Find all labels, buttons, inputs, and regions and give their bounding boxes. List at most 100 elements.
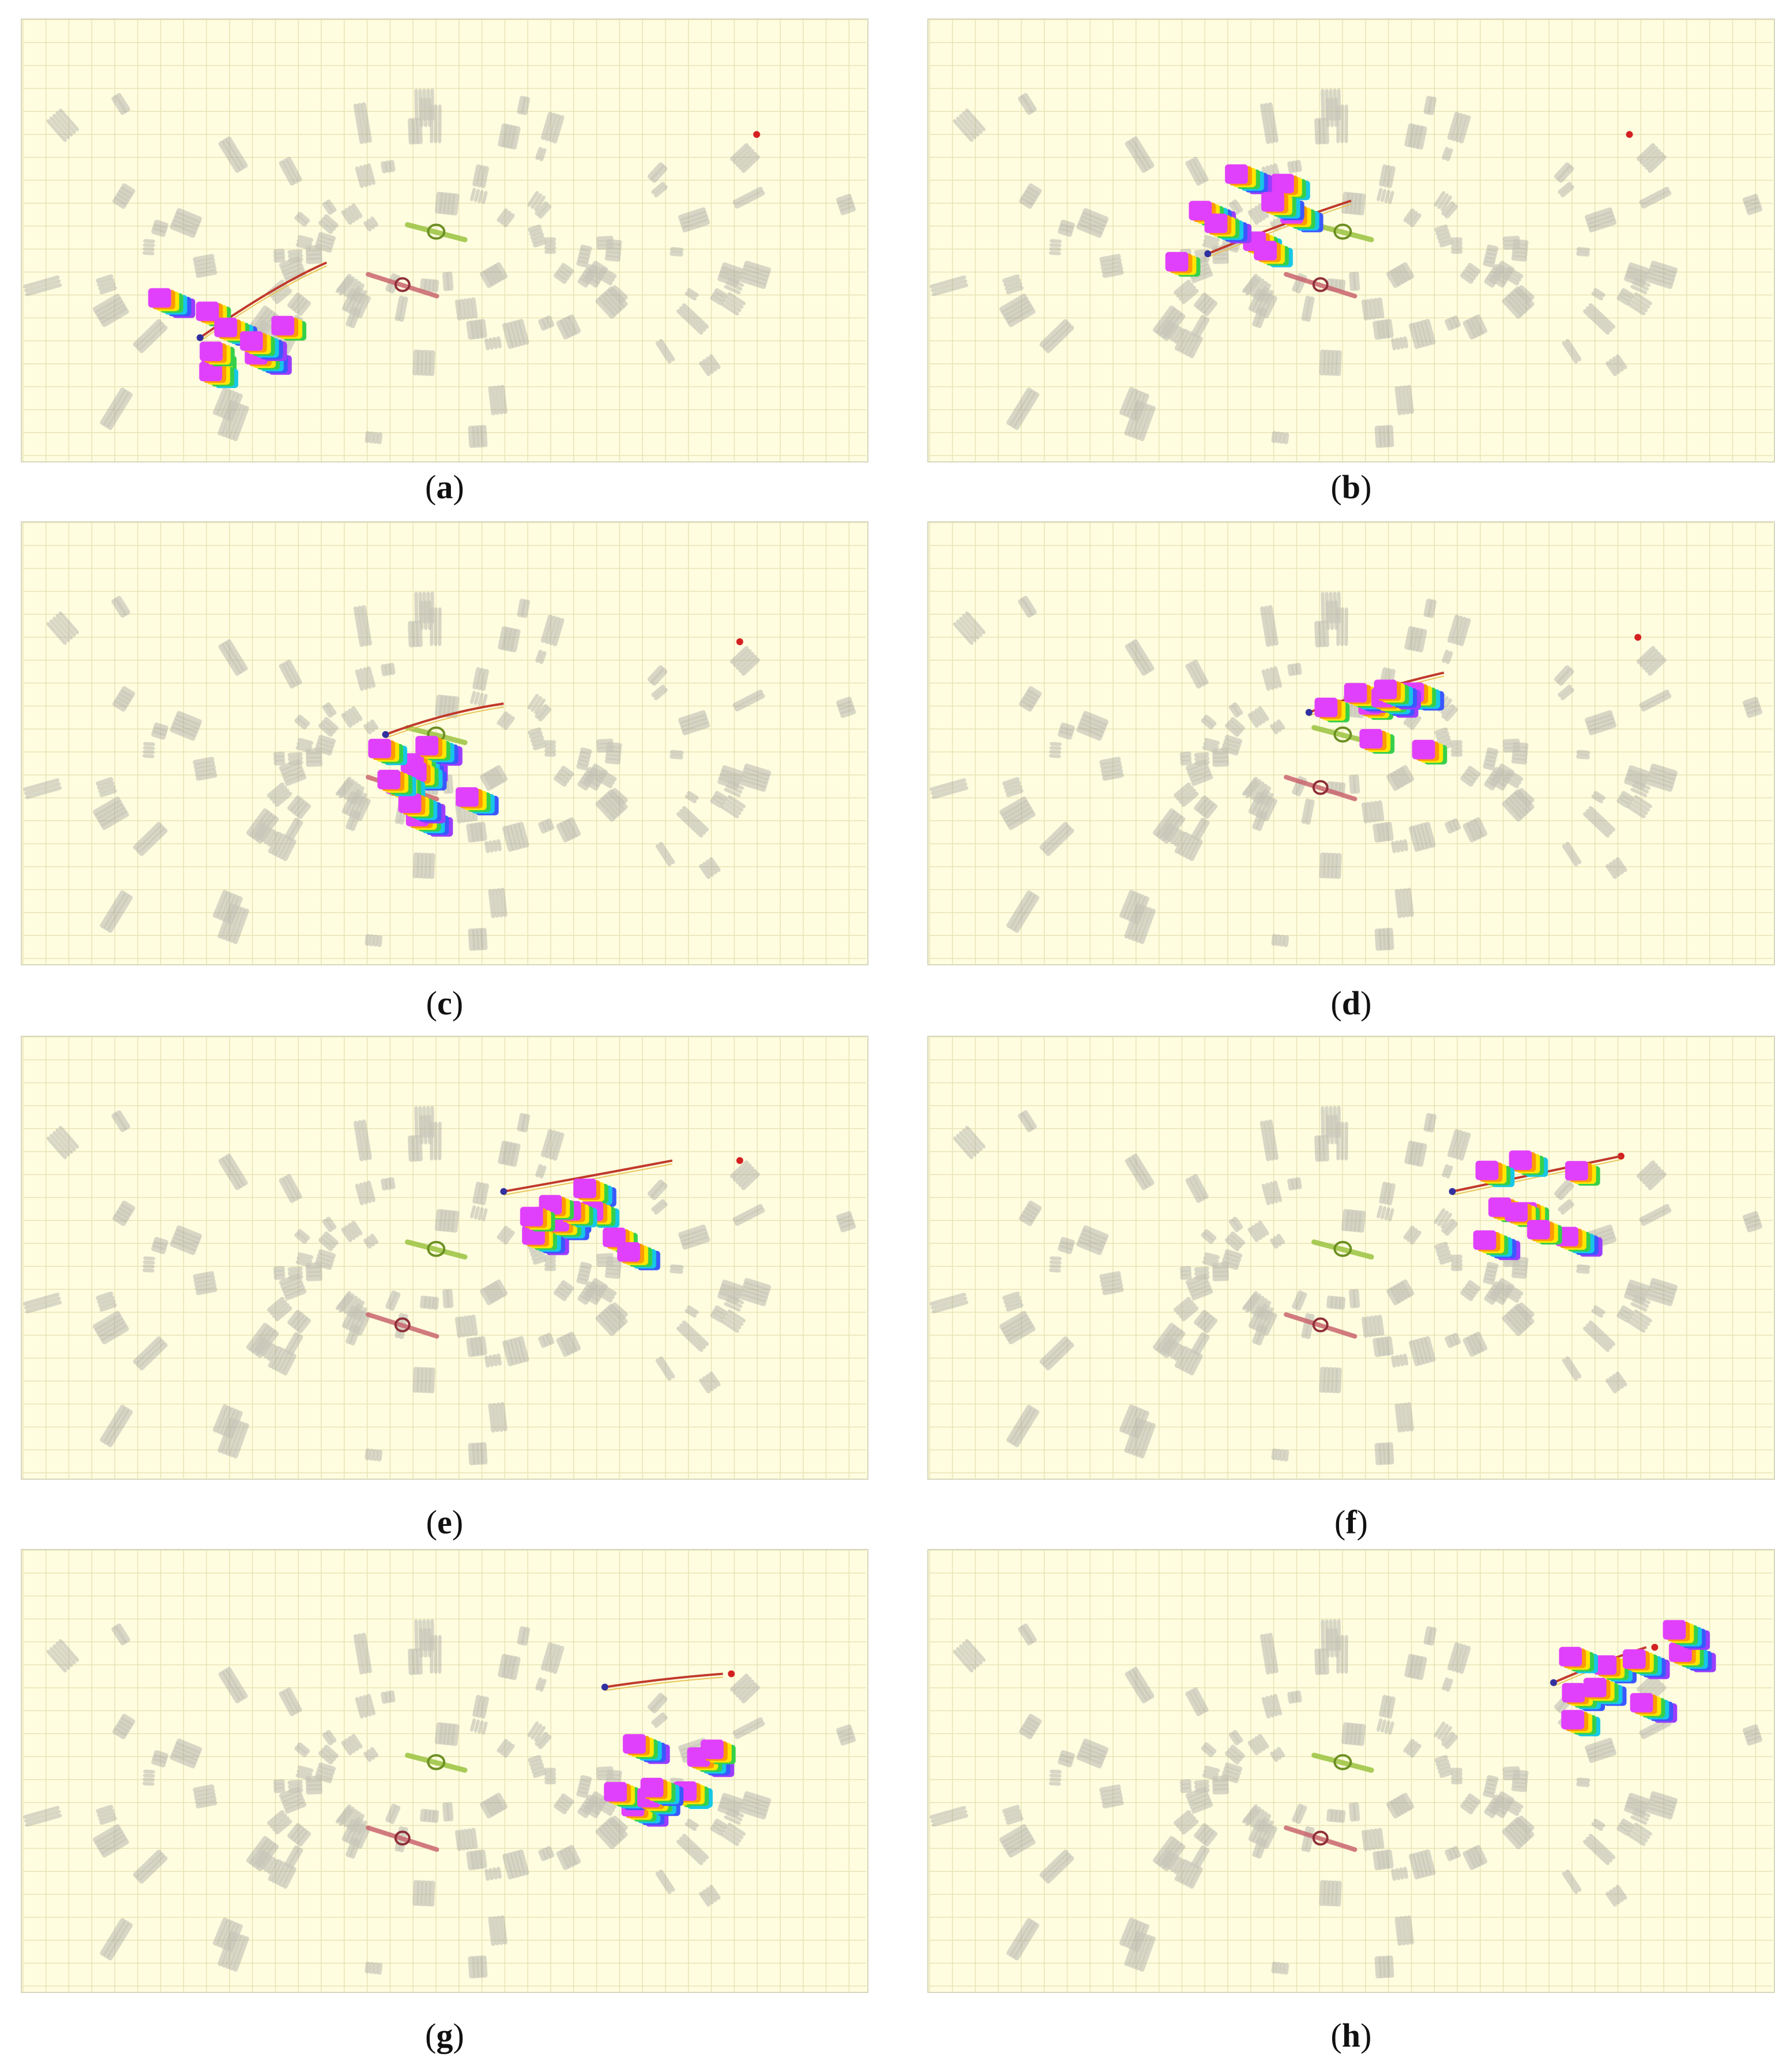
obstacle-block [1385, 822, 1394, 841]
obstacle-block [98, 1299, 116, 1308]
obstacle-block [734, 190, 765, 209]
caption-g-letter: g [436, 2017, 453, 2054]
green-robot-body [405, 1753, 468, 1773]
obstacle-block [1179, 1303, 1197, 1318]
obstacle-block [1212, 1266, 1229, 1273]
obstacle-block [1330, 1115, 1334, 1145]
obstacle-block [420, 349, 427, 376]
obstacle-block [500, 1228, 512, 1242]
obstacle-block [1099, 254, 1121, 262]
obstacle-block [1322, 621, 1329, 647]
obstacle-block [1005, 784, 1022, 794]
obstacle-block [288, 756, 303, 762]
obstacle-block [1202, 1260, 1218, 1268]
obstacle-block [255, 1330, 279, 1358]
obstacle-block [1257, 1817, 1267, 1831]
obstacle-block [193, 1784, 215, 1793]
obstacle-block [1322, 118, 1329, 144]
obstacle-block [710, 1825, 724, 1836]
obstacle-block [1325, 1619, 1329, 1652]
obstacle-block [1018, 1625, 1033, 1646]
obstacle-block [1386, 773, 1401, 791]
obstacle-block [357, 1120, 368, 1161]
obstacle-block [1513, 1769, 1529, 1776]
obstacle-block [1212, 1262, 1229, 1269]
obstacle-block [1131, 1933, 1148, 1969]
obstacle-block [1465, 1283, 1479, 1295]
obstacle-block [269, 785, 287, 801]
obstacle-block [1612, 356, 1624, 372]
obstacle-block [424, 1296, 431, 1309]
obstacle-block [1486, 248, 1498, 256]
obstacle-block [1353, 774, 1360, 794]
obstacle-block [283, 1284, 305, 1297]
obstacle-block [490, 767, 505, 785]
goal-point [736, 638, 743, 645]
obstacle-block [1006, 1303, 1024, 1312]
obstacle-block [142, 1268, 155, 1273]
obstacle-block [350, 1300, 365, 1319]
obstacle-block [1420, 1337, 1432, 1363]
obstacle-block [1060, 722, 1075, 732]
obstacle-block [653, 1715, 668, 1728]
obstacle-block [500, 1915, 507, 1945]
obstacle-block [1212, 257, 1229, 264]
obstacle-block [1204, 1252, 1220, 1259]
obstacle-block [476, 425, 484, 448]
agent-block-layer [368, 739, 392, 758]
obstacle-block [1134, 1410, 1149, 1439]
obstacle-block [1259, 796, 1274, 819]
obstacle-block [496, 1353, 502, 1366]
obstacle-block [195, 768, 217, 777]
obstacle-block [514, 319, 525, 346]
obstacle-block [1254, 1736, 1266, 1751]
obstacle-block [296, 300, 311, 317]
obstacle-block [1337, 1105, 1341, 1138]
obstacle-block [1473, 1332, 1488, 1352]
obstacle-block [1505, 797, 1526, 819]
obstacle-block [1377, 1205, 1383, 1219]
obstacle-block [96, 1804, 114, 1814]
obstacle-block [714, 1305, 728, 1316]
obstacle-block [931, 1814, 969, 1827]
obstacle-block [1393, 266, 1408, 284]
obstacle-block [337, 273, 352, 292]
obstacle-block [1560, 1202, 1574, 1215]
obstacle-block [96, 1291, 114, 1300]
obstacle-block [474, 1850, 483, 1870]
obstacle-block [420, 1808, 427, 1822]
obstacle-block [1416, 1143, 1427, 1167]
obstacle-block [609, 1305, 626, 1321]
obstacle-block [480, 1442, 488, 1465]
obstacle-block [174, 1229, 201, 1244]
obstacle-block [514, 822, 525, 849]
obstacle-block [232, 908, 249, 945]
trail-path [385, 706, 504, 739]
obstacle-block [1275, 431, 1281, 443]
obstacle-block [1082, 208, 1109, 223]
obstacle-block [583, 1805, 600, 1818]
obstacle-block [1484, 759, 1496, 767]
agent-block-layer [1527, 1220, 1550, 1240]
obstacle-block [1466, 318, 1480, 338]
obstacle-block [367, 1236, 375, 1247]
obstacle-block [714, 791, 728, 802]
obstacle-block [538, 821, 547, 834]
obstacle-block [358, 1820, 367, 1835]
obstacle-block [367, 1180, 376, 1202]
obstacle-block [339, 1296, 354, 1313]
obstacle-block [1353, 193, 1362, 215]
obstacle-block [49, 1134, 70, 1157]
obstacle-block [561, 1793, 574, 1805]
obstacle-block [1493, 1794, 1505, 1805]
obstacle-block [1473, 817, 1488, 837]
obstacle-block [282, 661, 299, 687]
obstacle-block [1058, 730, 1073, 740]
obstacle-block [1409, 213, 1421, 227]
obstacles [23, 88, 856, 448]
obstacle-block [840, 205, 856, 215]
agent-block [522, 1225, 569, 1255]
obstacle-block [1629, 1829, 1648, 1843]
obstacle-block [1048, 1268, 1061, 1273]
obstacle-block [1647, 272, 1674, 285]
